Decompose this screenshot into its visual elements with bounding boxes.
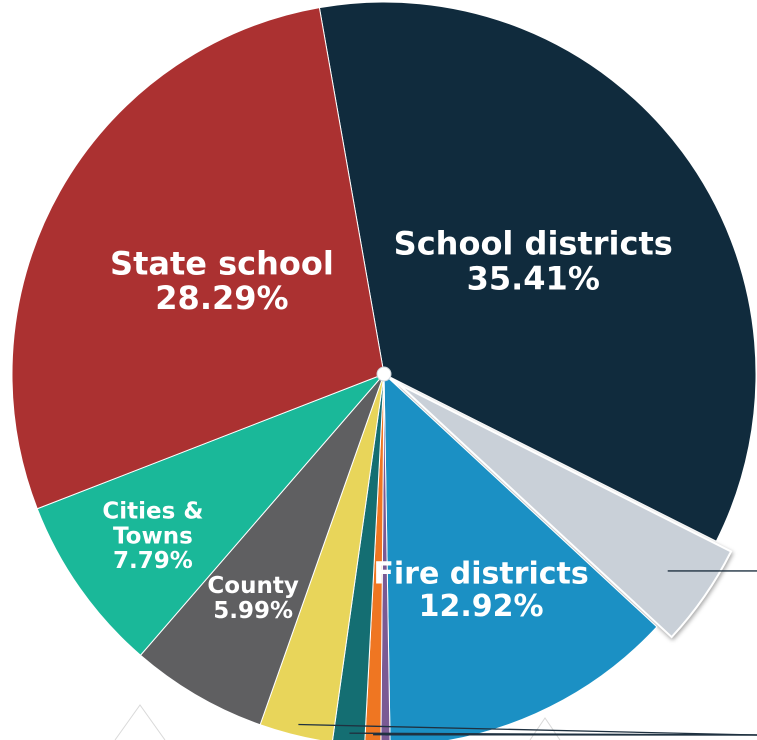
pie-slice-gray (398, 383, 733, 639)
slice-label-school: School districts (394, 225, 673, 263)
pie-center-dot (376, 366, 392, 382)
pie-slice-state (11, 7, 385, 510)
background-lines (114, 704, 561, 740)
pie-slice-orange (364, 373, 385, 740)
pie-slice-purple (380, 373, 391, 740)
pie-slice-cities (36, 373, 385, 656)
slices-layer (11, 1, 757, 740)
leader-line-yellow (298, 723, 757, 736)
slice-label-county: County (207, 573, 298, 599)
slice-percent-state: 28.29% (155, 279, 288, 317)
slice-label-fire: Fire districts (373, 557, 588, 592)
pie-slice-fire (383, 372, 658, 740)
slice-percent-school: 35.41% (467, 259, 600, 297)
slice-percent-cities: 7.79% (113, 548, 193, 574)
pie-slice-school (318, 1, 757, 542)
pie-slice-county (139, 373, 385, 726)
slice-percent-county: 5.99% (213, 598, 293, 624)
slice-label-line-2-cities: Towns (113, 523, 193, 549)
slice-label-state: State school (110, 244, 334, 282)
leader-lines (298, 570, 757, 736)
slice-label-line-1-cities: Cities & (102, 499, 203, 525)
slice-percent-fire: 12.92% (419, 589, 544, 624)
leader-line-teal (349, 732, 757, 736)
